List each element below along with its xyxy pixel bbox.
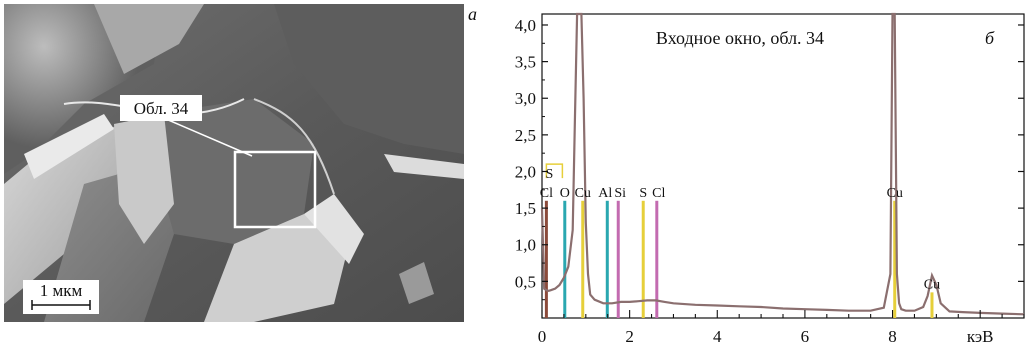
sem-micrograph: Обл. 34 1 мкм bbox=[4, 4, 464, 322]
panel-a-letter: а bbox=[468, 4, 477, 24]
region-label: Обл. 34 bbox=[134, 99, 189, 118]
x-tick-label: 4 bbox=[713, 327, 722, 346]
x-tick-label: кэВ bbox=[967, 327, 994, 346]
scale-bar-label: 1 мкм bbox=[40, 281, 83, 300]
element-label-cl: Cl bbox=[652, 186, 665, 201]
y-tick-label: 2,5 bbox=[515, 126, 536, 145]
x-tick-label: 2 bbox=[625, 327, 634, 346]
x-tick-label: 0 bbox=[538, 327, 547, 346]
x-tick-label: 6 bbox=[801, 327, 810, 346]
element-labels: Cl O Cu Al Si S Cl Cu Cu S bbox=[540, 167, 940, 292]
x-axis: 0 2 4 6 8 кэВ bbox=[538, 310, 1025, 346]
element-lines bbox=[544, 163, 934, 318]
lower-bright-grain bbox=[204, 214, 349, 322]
element-label-si: Si bbox=[614, 186, 626, 201]
analysed-region-box bbox=[233, 150, 317, 229]
y-tick-label: 4,0 bbox=[515, 16, 536, 35]
element-line-cl-6 bbox=[655, 200, 659, 318]
y-tick-label: 1,5 bbox=[515, 199, 536, 218]
element-label-cu: Cu bbox=[924, 277, 940, 292]
element-line-si-4 bbox=[616, 200, 620, 318]
y-tick-label: 0,5 bbox=[515, 272, 536, 291]
panel-a-letter-wrap: а bbox=[468, 4, 477, 24]
y-tick-label: 1,0 bbox=[515, 236, 536, 255]
y-tick-label: 2,0 bbox=[515, 162, 536, 181]
element-line-o-1 bbox=[563, 200, 567, 318]
eds-spectrum-panel: 0,5 1,0 1,5 2,0 2,5 3,0 3,5 4,0 0 2 4 6 8 кэВ Cl O Cu A… bbox=[488, 0, 1029, 349]
element-line-s-5 bbox=[641, 200, 645, 318]
sem-micrograph-panel: Обл. 34 1 мкм bbox=[4, 4, 464, 322]
element-line-cl-0 bbox=[544, 200, 548, 318]
x-tick-label: 8 bbox=[888, 327, 897, 346]
scale-bar-box bbox=[23, 280, 99, 314]
element-label-cu: Cu bbox=[575, 186, 591, 201]
spectrum-line bbox=[540, 12, 1025, 316]
y-tick-label: 3,5 bbox=[515, 53, 536, 72]
element-label-s: S bbox=[639, 186, 647, 201]
element-label-cu: Cu bbox=[887, 186, 903, 201]
element-line-al-3 bbox=[605, 200, 609, 318]
element-label-s-top: S bbox=[545, 167, 553, 182]
panel-b-letter: б bbox=[985, 28, 995, 48]
y-tick-label: 3,0 bbox=[515, 89, 536, 108]
eds-spectrum-chart: 0,5 1,0 1,5 2,0 2,5 3,0 3,5 4,0 0 2 4 6 8 кэВ Cl O Cu A… bbox=[515, 12, 1025, 346]
element-label-al: Al bbox=[598, 186, 612, 201]
region-label-box bbox=[120, 95, 202, 121]
plot-area bbox=[541, 13, 1025, 319]
element-label-cl: Cl bbox=[540, 186, 553, 201]
y-axis: 0,5 1,0 1,5 2,0 2,5 3,0 3,5 4,0 bbox=[515, 16, 1024, 301]
element-line-cu-2 bbox=[581, 200, 585, 318]
element-line-cu-8 bbox=[930, 292, 934, 318]
element-label-o: O bbox=[560, 186, 570, 201]
chart-title: Входное окно, обл. 34 bbox=[656, 28, 824, 48]
element-line-cu-7 bbox=[893, 200, 897, 318]
region-leader-line bbox=[158, 115, 253, 157]
